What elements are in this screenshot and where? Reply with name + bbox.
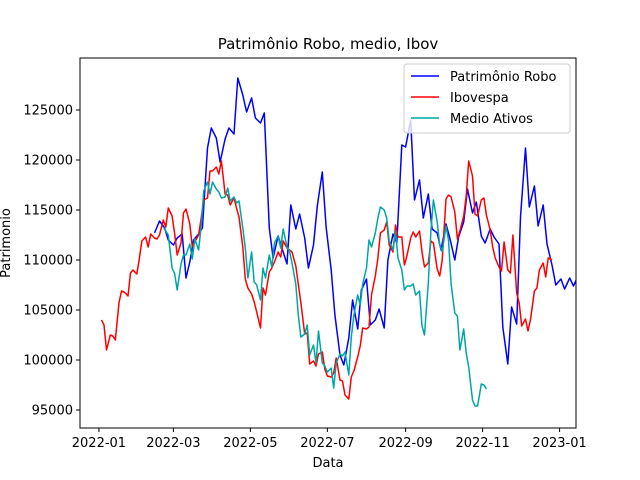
x-tick-label: 2022-07	[300, 436, 354, 451]
chart-title: Patrimônio Robo, medio, Ibov	[218, 35, 439, 53]
x-tick-label: 2023-01	[532, 436, 586, 451]
series-line-2	[162, 181, 488, 407]
legend-label-1: Ibovespa	[450, 91, 509, 106]
x-axis-title: Data	[312, 456, 343, 471]
y-tick-label: 110000	[23, 254, 73, 269]
plot-frame	[79, 57, 577, 429]
series-lines	[100, 77, 576, 407]
y-tick-label: 120000	[23, 154, 73, 169]
x-tick-label: 2022-09	[378, 436, 432, 451]
series-line-0	[153, 77, 576, 366]
legend-label-2: Medio Ativos	[450, 112, 533, 127]
y-tick-label: 95000	[32, 404, 73, 419]
x-tick-label: 2022-03	[146, 436, 200, 451]
x-tick-label: 2022-01	[72, 436, 126, 451]
legend: Patrimônio Robo Ibovespa Medio Ativos	[403, 63, 571, 134]
y-tick-label: 100000	[23, 354, 73, 369]
legend-box	[403, 63, 571, 134]
y-tick-label: 115000	[23, 204, 73, 219]
y-axis-title: Patrimonio	[0, 208, 14, 278]
y-axis: 95000 100000 105000 110000 115000 120000 12500…	[23, 104, 80, 419]
x-tick-label: 2022-11	[455, 436, 509, 451]
series-line-1	[100, 160, 553, 400]
y-tick-label: 105000	[23, 304, 73, 319]
y-tick-label: 125000	[23, 104, 73, 119]
x-axis: 2022-01 2022-03 2022-05 2022-07 2022-09 2022-…	[72, 428, 587, 451]
x-tick-label: 2022-05	[223, 436, 277, 451]
legend-label-0: Patrimônio Robo	[450, 70, 556, 85]
